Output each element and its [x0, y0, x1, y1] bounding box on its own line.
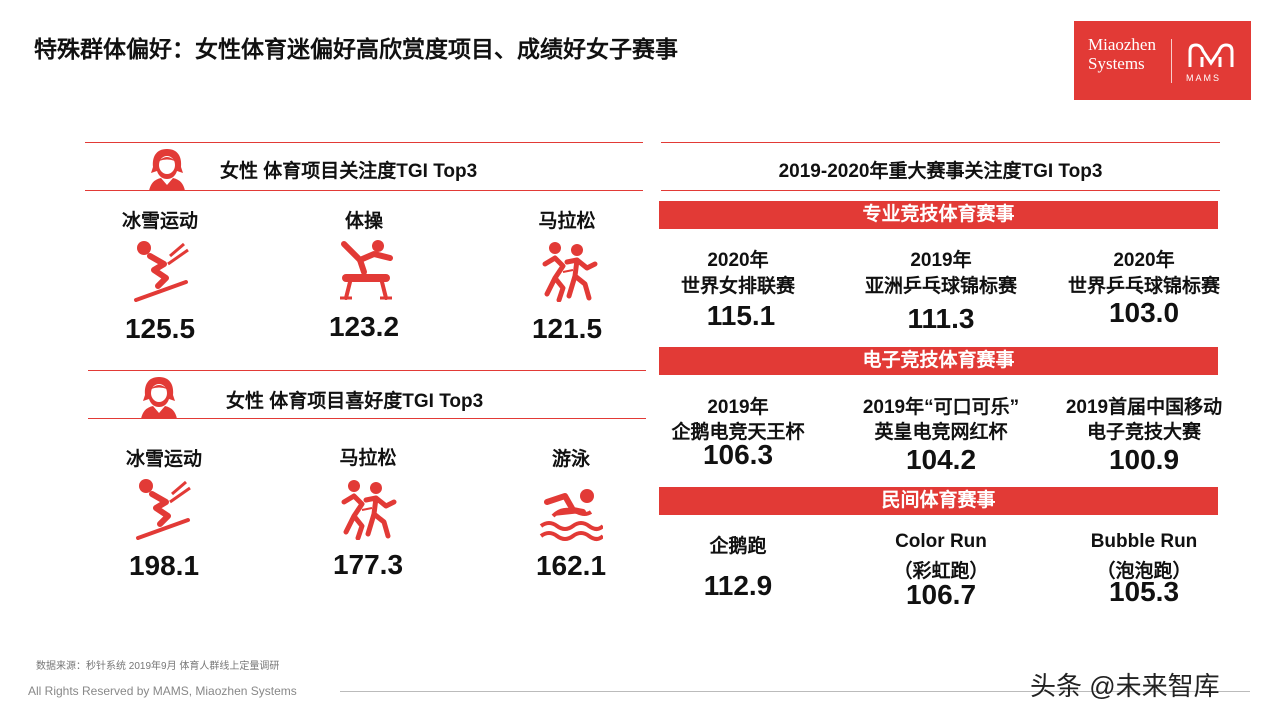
watermark: 头条 @未来智库 [1030, 671, 1220, 701]
mams-mark-icon [1188, 43, 1234, 67]
item-label: 体操 [344, 211, 383, 232]
divider [88, 418, 646, 419]
event-value: 106.7 [905, 579, 977, 610]
miaozhen-logo: Miaozhen Systems MAMS [1074, 21, 1251, 100]
event-value: 106.3 [702, 439, 774, 470]
item-value: 198.1 [128, 550, 200, 581]
skiing-icon [136, 479, 191, 540]
female-user-icon [149, 149, 185, 191]
event-name: 亚洲乒乓球锦标赛 [864, 276, 1017, 297]
logo-text: Miaozhen Systems [1088, 35, 1156, 73]
event-name: Color Run [895, 531, 987, 552]
item-value: 162.1 [535, 550, 607, 581]
event-name: 企鹅跑 [709, 536, 767, 557]
events-title: 2019-2020年重大赛事关注度TGI Top3 [778, 161, 1103, 182]
event-value: 104.2 [905, 444, 977, 475]
divider [88, 370, 646, 371]
item-value: 121.5 [531, 313, 603, 344]
divider [661, 190, 1220, 191]
divider [661, 142, 1220, 143]
data-source-note: 数据来源：秒针系统 2019年9月 体育人群线上定量调研 [36, 661, 280, 672]
divider [85, 190, 643, 191]
item-label: 马拉松 [339, 448, 397, 469]
female-user-icon [141, 377, 177, 419]
event-value: 105.3 [1108, 576, 1180, 607]
event-name: 2020年 [1113, 250, 1175, 271]
event-name: 英皇电竞网红杯 [874, 422, 1008, 443]
marathon-icon [341, 480, 397, 540]
event-name: （泡泡跑） [1096, 561, 1192, 582]
logo-brand: MAMS [1186, 73, 1221, 83]
event-name: 2019年 [910, 250, 972, 271]
item-label: 马拉松 [538, 211, 596, 232]
page-title: 特殊群体偏好：女性体育迷偏好高欣赏度项目、成绩好女子赛事 [34, 36, 678, 62]
category-bar-esports: 电子竞技体育赛事 [659, 347, 1218, 375]
marathon-icon [542, 242, 598, 302]
item-value: 123.2 [328, 311, 400, 342]
gymnastics-icon [340, 240, 393, 300]
event-value: 115.1 [706, 300, 776, 331]
event-name: （彩虹跑） [893, 561, 989, 582]
event-value: 111.3 [907, 303, 975, 334]
event-value: 100.9 [1108, 444, 1180, 475]
event-name: 世界女排联赛 [680, 276, 795, 297]
divider [85, 142, 643, 143]
footer-divider [340, 691, 1250, 692]
logo-divider [1171, 39, 1172, 83]
event-name: 世界乒乓球锦标赛 [1067, 276, 1220, 297]
item-value: 125.5 [124, 313, 196, 344]
event-name: 2019年 [707, 397, 769, 418]
attention-title: 女性 体育项目关注度TGI Top3 [220, 161, 478, 182]
copyright-text: All Rights Reserved by MAMS, Miaozhen Sy… [28, 684, 297, 698]
event-name: 2019年“可口可乐” [862, 397, 1020, 418]
logo-line1: Miaozhen [1088, 35, 1156, 54]
preference-title: 女性 体育项目喜好度TGI Top3 [226, 391, 484, 412]
skiing-icon [134, 241, 189, 302]
item-value: 177.3 [332, 549, 404, 580]
item-label: 游泳 [551, 449, 590, 470]
event-value: 103.0 [1108, 297, 1180, 328]
event-name: 2020年 [707, 250, 769, 271]
event-name: 2019首届中国移动 [1065, 397, 1223, 418]
category-bar-folk: 民间体育赛事 [659, 487, 1218, 515]
event-value: 112.9 [703, 570, 773, 601]
item-label: 冰雪运动 [121, 211, 198, 232]
event-name: Bubble Run [1090, 531, 1198, 552]
logo-line2: Systems [1088, 54, 1145, 73]
swimming-icon [539, 489, 603, 541]
category-bar-pro: 专业竞技体育赛事 [659, 201, 1218, 229]
event-name: 电子竞技大赛 [1086, 422, 1201, 443]
event-name: 企鹅电竞天王杯 [671, 422, 805, 443]
item-label: 冰雪运动 [125, 449, 202, 470]
